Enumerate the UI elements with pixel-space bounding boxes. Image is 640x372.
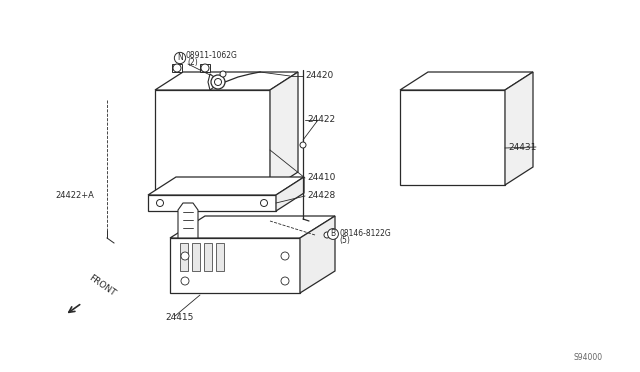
Circle shape xyxy=(281,277,289,285)
Polygon shape xyxy=(270,72,298,190)
Polygon shape xyxy=(178,203,198,238)
Text: 24428: 24428 xyxy=(307,192,335,201)
Text: N: N xyxy=(177,54,183,62)
Bar xyxy=(192,243,200,271)
Polygon shape xyxy=(170,216,335,238)
Bar xyxy=(216,243,224,271)
Text: 08146-8122G: 08146-8122G xyxy=(339,228,391,237)
Text: (2): (2) xyxy=(187,58,198,67)
Polygon shape xyxy=(400,90,505,185)
Circle shape xyxy=(300,142,306,148)
Circle shape xyxy=(181,252,189,260)
Polygon shape xyxy=(148,177,304,195)
Circle shape xyxy=(201,64,209,72)
Polygon shape xyxy=(505,72,533,185)
Circle shape xyxy=(324,232,330,238)
Polygon shape xyxy=(155,72,298,90)
Circle shape xyxy=(173,64,181,72)
Polygon shape xyxy=(300,216,335,293)
Text: 24422: 24422 xyxy=(307,115,335,125)
Text: 24422+A: 24422+A xyxy=(55,190,94,199)
Polygon shape xyxy=(155,90,270,190)
Circle shape xyxy=(214,78,221,86)
Text: B: B xyxy=(330,230,335,238)
Polygon shape xyxy=(148,195,276,211)
Circle shape xyxy=(281,252,289,260)
Text: 08911-1062G: 08911-1062G xyxy=(185,51,237,61)
Polygon shape xyxy=(276,177,304,211)
Circle shape xyxy=(181,277,189,285)
Circle shape xyxy=(211,75,225,89)
Polygon shape xyxy=(400,72,533,90)
Circle shape xyxy=(260,199,268,206)
Text: FRONT: FRONT xyxy=(87,273,117,298)
Text: 24415: 24415 xyxy=(165,314,193,323)
Text: (5): (5) xyxy=(339,235,350,244)
Bar xyxy=(200,64,210,72)
Bar xyxy=(204,243,212,271)
Text: 24431: 24431 xyxy=(508,144,536,153)
Bar xyxy=(180,243,188,271)
Circle shape xyxy=(157,199,163,206)
Text: 24410: 24410 xyxy=(307,173,335,183)
Polygon shape xyxy=(170,238,300,293)
Bar xyxy=(172,64,182,72)
Text: S94000: S94000 xyxy=(573,353,602,362)
Circle shape xyxy=(220,71,226,77)
Text: 24420: 24420 xyxy=(305,71,333,80)
